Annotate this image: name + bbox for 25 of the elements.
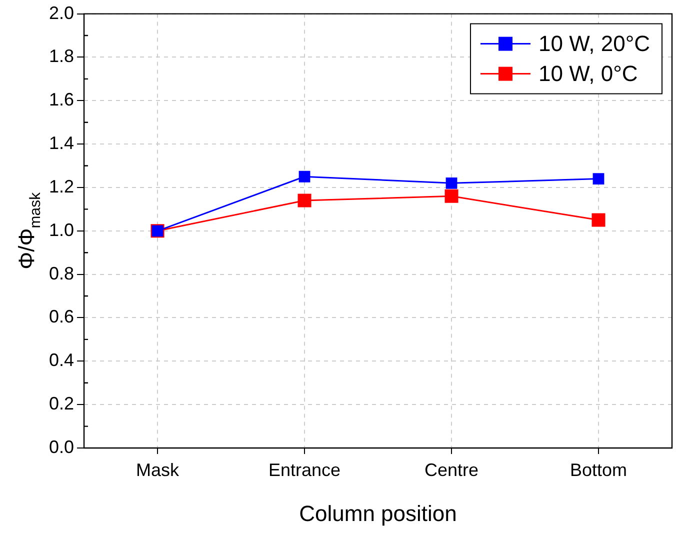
y-tick-label: 1.2: [48, 176, 74, 196]
y-tick-label: 0.4: [48, 350, 74, 370]
y-tick-label: 1.0: [48, 220, 74, 240]
point: [298, 194, 312, 208]
point: [298, 170, 310, 182]
y-tick-label: 1.6: [48, 90, 74, 110]
y-tick-label: 1.4: [48, 133, 74, 154]
point: [592, 173, 604, 184]
legend-label: 10 W, 20°C: [538, 30, 650, 56]
y-tick-label: 2.0: [48, 2, 74, 23]
y-tick-label: 0.0: [48, 436, 74, 457]
x-tick-label: Mask: [136, 460, 180, 480]
point: [592, 213, 606, 227]
x-axis-title: Column position: [299, 500, 457, 526]
point: [446, 177, 458, 189]
legend-label: 10 W, 0°C: [538, 60, 638, 86]
point: [444, 189, 458, 203]
x-tick-label: Entrance: [268, 460, 341, 480]
x-tick-label: Centre: [424, 460, 479, 480]
x-tick-label: Bottom: [570, 460, 628, 480]
y-tick-label: 1.8: [48, 46, 74, 66]
y-tick-label: 0.8: [48, 263, 74, 284]
y-tick-label: 0.6: [48, 306, 74, 327]
y-axis-title: Φ/Φmask: [14, 192, 44, 270]
y-tick-label: 0.2: [48, 394, 74, 414]
